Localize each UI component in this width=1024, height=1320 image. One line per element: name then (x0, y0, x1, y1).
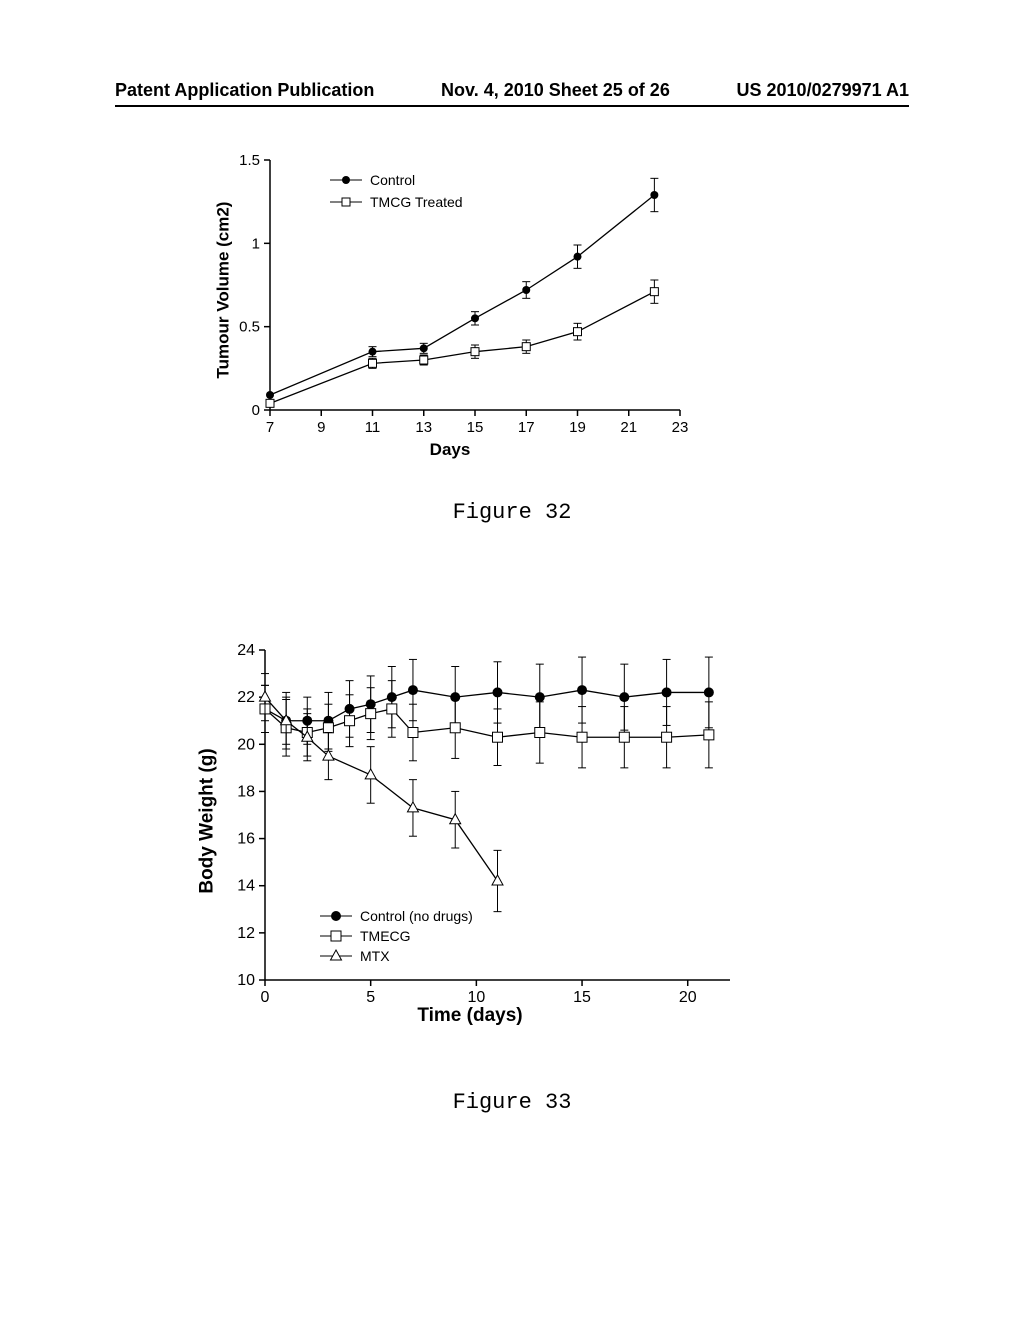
header-left: Patent Application Publication (115, 80, 374, 101)
svg-text:13: 13 (415, 419, 432, 436)
svg-text:20: 20 (237, 736, 255, 753)
svg-text:24: 24 (237, 642, 255, 659)
svg-text:10: 10 (237, 972, 255, 989)
svg-text:MTX: MTX (360, 948, 390, 964)
svg-text:9: 9 (317, 419, 325, 436)
svg-text:20: 20 (679, 989, 697, 1006)
svg-text:17: 17 (518, 419, 535, 436)
svg-text:11: 11 (365, 419, 381, 436)
svg-text:7: 7 (266, 419, 274, 436)
svg-text:14: 14 (237, 878, 255, 895)
svg-text:21: 21 (620, 419, 637, 436)
svg-text:5: 5 (366, 989, 375, 1006)
figure32-caption: Figure 32 (0, 500, 1024, 525)
tumour-volume-chart: 0 0.5 1 1.5 7 9 11 13 15 17 19 21 23 Control TMCG Trea… (200, 150, 700, 470)
svg-text:TMCG Treated: TMCG Treated (370, 194, 463, 210)
header-border (115, 105, 909, 107)
svg-text:1: 1 (252, 235, 260, 252)
svg-text:TMECG: TMECG (360, 928, 411, 944)
chart1-xlabel: Days (200, 440, 700, 460)
chart1-svg: 0 0.5 1 1.5 7 9 11 13 15 17 19 21 23 Control TMCG Trea… (200, 150, 700, 470)
svg-text:16: 16 (237, 831, 255, 848)
svg-text:10: 10 (467, 989, 485, 1006)
svg-text:Control (no drugs): Control (no drugs) (360, 908, 473, 924)
header-right: US 2010/0279971 A1 (737, 80, 909, 101)
header-center: Nov. 4, 2010 Sheet 25 of 26 (441, 80, 670, 101)
figure33-caption: Figure 33 (0, 1090, 1024, 1115)
svg-text:15: 15 (467, 419, 484, 436)
svg-text:0: 0 (261, 989, 270, 1006)
svg-text:22: 22 (237, 689, 255, 706)
svg-text:1.5: 1.5 (239, 152, 260, 169)
svg-text:0.5: 0.5 (239, 319, 260, 336)
svg-text:18: 18 (237, 783, 255, 800)
svg-text:0: 0 (252, 402, 260, 419)
body-weight-chart: 10 12 14 16 18 20 22 24 0 5 10 15 20 Control (no drug… (190, 640, 750, 1040)
svg-text:15: 15 (573, 989, 591, 1006)
chart2-svg: 10 12 14 16 18 20 22 24 0 5 10 15 20 Control (no drug… (190, 640, 750, 1040)
chart2-ylabel: Body Weight (g) (197, 748, 219, 893)
svg-text:19: 19 (569, 419, 586, 436)
svg-text:Control: Control (370, 172, 415, 188)
chart1-ylabel: Tumour Volume (cm2) (213, 202, 233, 379)
page-header: Patent Application Publication Nov. 4, 2… (0, 80, 1024, 101)
chart2-xlabel: Time (days) (190, 1005, 750, 1027)
svg-text:12: 12 (237, 925, 255, 942)
svg-text:23: 23 (672, 419, 689, 436)
